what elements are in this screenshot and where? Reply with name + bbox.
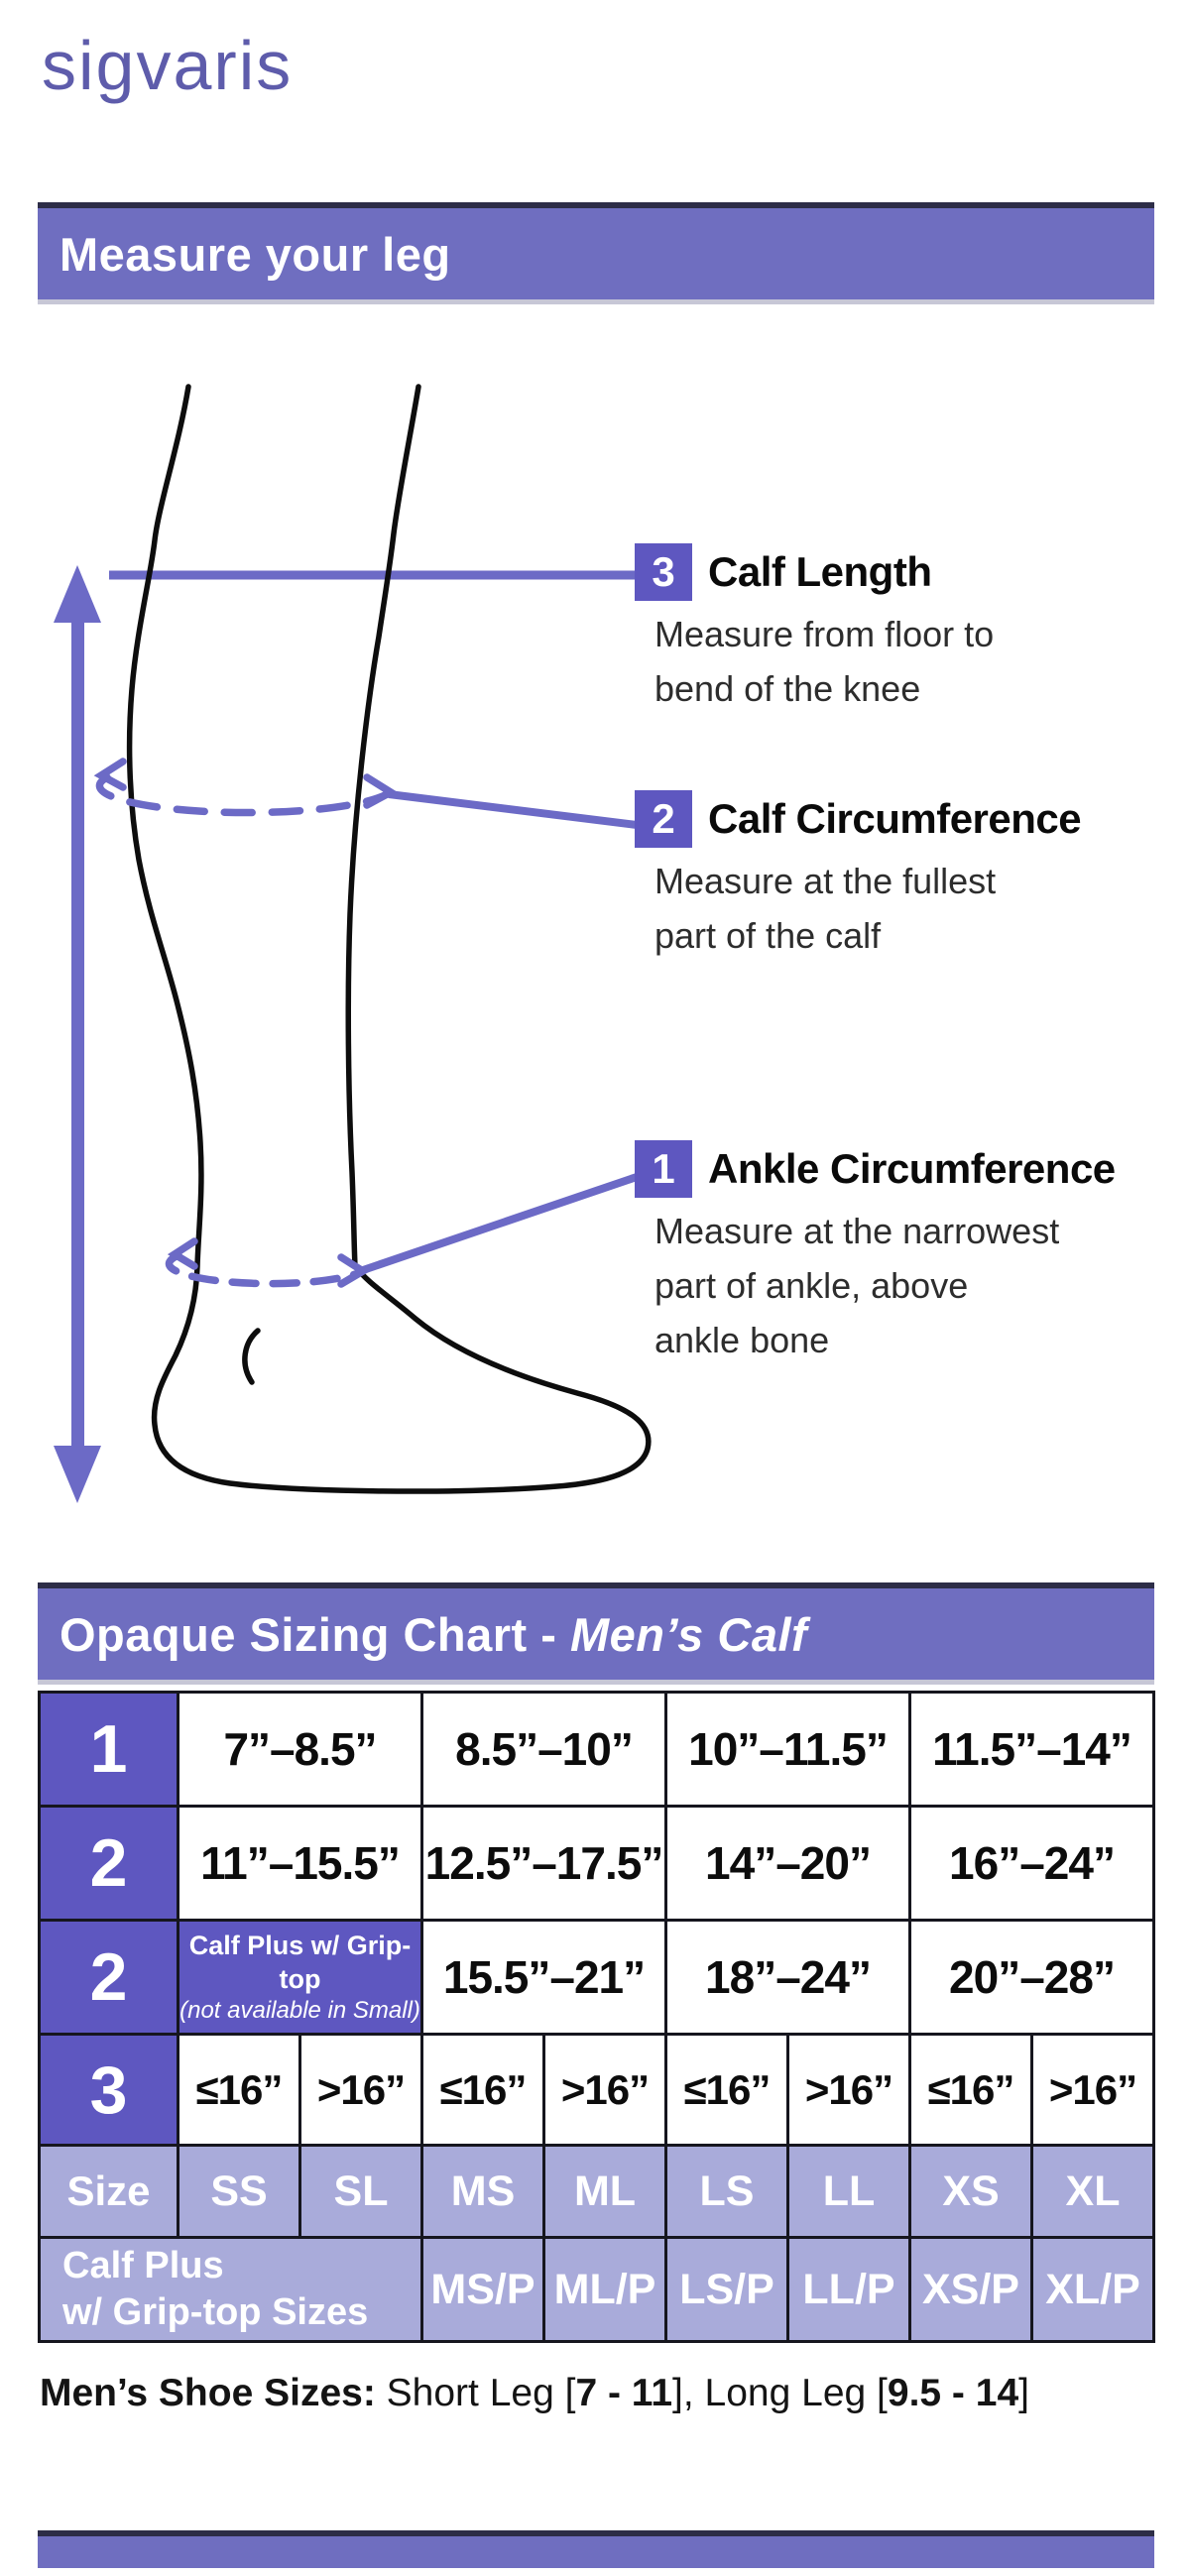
calf-plus-note-cell: Calf Plus w/ Grip-top (not available in …: [177, 1919, 423, 2036]
sizing-table: 1 7”–8.5” 8.5”–10” 10”–11.5” 11.5”–14” 2…: [38, 1691, 1155, 2343]
shoe-sizes-note: Men’s Shoe Sizes: Short Leg [7 - 11], Lo…: [40, 2372, 1029, 2414]
table-cell: >16”: [298, 2033, 423, 2147]
table-cell: ≤16”: [420, 2033, 545, 2147]
table-row-size: Size SS SL MS ML LS LL XS XL: [38, 2144, 1155, 2239]
table-row-grip-top-sizes: Calf Plus w/ Grip-top Sizes MS/P ML/P LS/…: [38, 2236, 1155, 2343]
annotation-title-ankle-circumference: Ankle Circumference: [708, 1145, 1116, 1192]
size-cell: LS: [664, 2144, 789, 2239]
ankle-measure-dashes: [165, 1237, 371, 1288]
grip-top-size-cell: ML/P: [542, 2236, 667, 2343]
table-cell: >16”: [786, 2033, 911, 2147]
size-row-header: Size: [38, 2144, 179, 2239]
leg-outline: [126, 384, 652, 1494]
size-cell: SS: [177, 2144, 301, 2239]
table-cell: 7”–8.5”: [177, 1691, 423, 1808]
sizing-section-title: Opaque Sizing Chart - Men’s Calf: [60, 1607, 808, 1661]
annotation-title-calf-circumference: Calf Circumference: [708, 795, 1082, 842]
table-cell: 11.5”–14”: [908, 1691, 1155, 1808]
annotation-badge-2: 2: [635, 790, 692, 848]
table-cell: 11”–15.5”: [177, 1805, 423, 1922]
section-band-sizing: Opaque Sizing Chart - Men’s Calf: [38, 1582, 1154, 1680]
table-cell: 16”–24”: [908, 1805, 1155, 1922]
calf-measure-dashes: [93, 758, 399, 817]
row-header-cell: 1: [38, 1691, 179, 1808]
table-cell: >16”: [1030, 2033, 1155, 2147]
table-cell: 14”–20”: [664, 1805, 911, 1922]
table-cell: 10”–11.5”: [664, 1691, 911, 1808]
row-header-cell: 2: [38, 1805, 179, 1922]
table-cell: 8.5”–10”: [420, 1691, 667, 1808]
leader-line-calf-circumference: [388, 790, 638, 829]
leg-diagram: [54, 384, 652, 1503]
size-cell: XL: [1030, 2144, 1155, 2239]
table-cell: ≤16”: [908, 2033, 1033, 2147]
grip-top-sizes-label: Calf Plus w/ Grip-top Sizes: [38, 2236, 423, 2343]
section-band-measure: Measure your leg: [38, 202, 1154, 299]
size-cell: ML: [542, 2144, 667, 2239]
row-header-cell: 3: [38, 2033, 179, 2147]
table-cell: ≤16”: [664, 2033, 789, 2147]
table-row-calf-length: 3 ≤16” >16” ≤16” >16” ≤16” >16” ≤16” >16…: [38, 2033, 1155, 2147]
table-row-calf: 2 11”–15.5” 12.5”–17.5” 14”–20” 16”–24”: [38, 1805, 1155, 1922]
grip-top-size-cell: XL/P: [1030, 2236, 1155, 2343]
annotation-desc-ankle-circumference: Measure at the narrowest part of ankle, a…: [654, 1211, 1060, 1360]
table-cell: 15.5”–21”: [420, 1919, 667, 2036]
grip-top-size-cell: LS/P: [664, 2236, 789, 2343]
size-cell: SL: [298, 2144, 423, 2239]
annotation-badge-3: 3: [635, 543, 692, 601]
measure-section-title: Measure your leg: [60, 227, 451, 281]
table-cell: ≤16”: [177, 2033, 301, 2147]
grip-top-size-cell: MS/P: [420, 2236, 545, 2343]
ankle-bone-mark: [242, 1328, 261, 1385]
table-cell: 20”–28”: [908, 1919, 1155, 2036]
grip-top-size-cell: XS/P: [908, 2236, 1033, 2343]
annotation-desc-calf-length: Measure from floor to bend of the knee: [654, 614, 995, 709]
annotation-badge-1: 1: [635, 1140, 692, 1198]
leader-line-ankle-circumference: [361, 1173, 639, 1274]
annotation-title-calf-length: Calf Length: [708, 548, 932, 595]
annotation-desc-calf-circumference: Measure at the fullest part of the calf: [654, 861, 997, 956]
size-cell: MS: [420, 2144, 545, 2239]
size-cell: LL: [786, 2144, 911, 2239]
next-section-band-partial: [38, 2530, 1154, 2568]
table-cell: 12.5”–17.5”: [420, 1805, 667, 1922]
table-cell: >16”: [542, 2033, 667, 2147]
size-cell: XS: [908, 2144, 1033, 2239]
leg-length-arrow: [54, 565, 101, 1503]
table-row-ankle: 1 7”–8.5” 8.5”–10” 10”–11.5” 11.5”–14”: [38, 1691, 1155, 1808]
table-cell: 18”–24”: [664, 1919, 911, 2036]
grip-top-size-cell: LL/P: [786, 2236, 911, 2343]
row-header-cell: 2: [38, 1919, 179, 2036]
table-row-calf-plus: 2 Calf Plus w/ Grip-top (not available i…: [38, 1919, 1155, 2036]
brand-logo: sigvaris: [42, 27, 294, 104]
